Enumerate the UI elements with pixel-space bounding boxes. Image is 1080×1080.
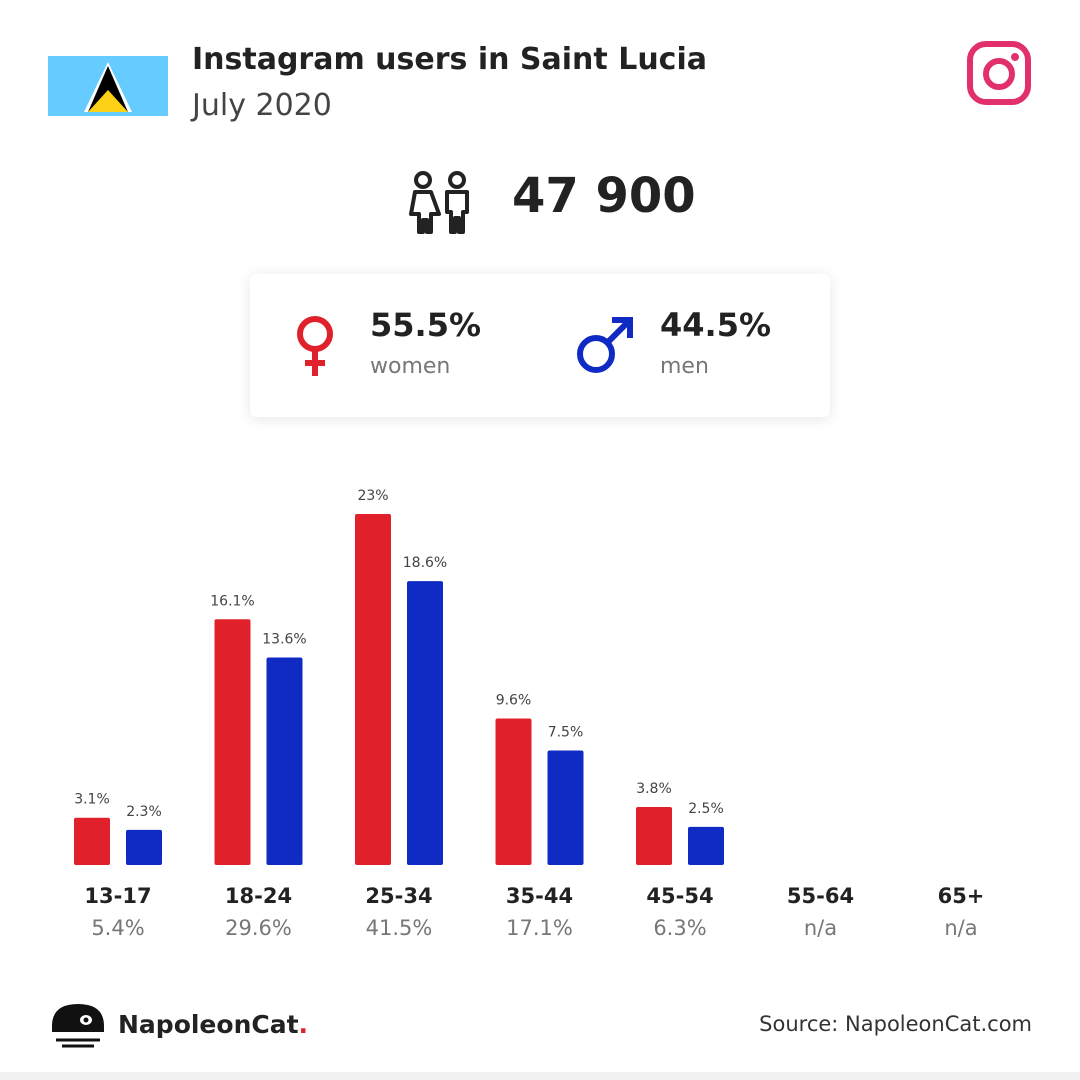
page-subtitle: July 2020 — [192, 88, 332, 123]
bar-women-45-54 — [636, 807, 672, 865]
bar-men-13-17 — [126, 829, 162, 865]
category-total-35-44: 17.1% — [506, 916, 573, 940]
category-label-13-17: 13-17 — [84, 884, 152, 908]
bar-label-women-25-34: 23% — [357, 488, 388, 504]
bar-label-women-45-54: 3.8% — [636, 781, 672, 797]
women-label: women — [370, 354, 451, 379]
male-symbol-icon — [577, 317, 633, 373]
bar-label-men-13-17: 2.3% — [126, 804, 162, 820]
category-total-13-17: 5.4% — [91, 916, 145, 940]
page-title: Instagram users in Saint Lucia — [192, 42, 707, 77]
men-label: men — [660, 354, 709, 379]
brand-text: NapoleonCat — [118, 1010, 299, 1039]
bar-label-men-35-44: 7.5% — [548, 725, 584, 741]
women-percent: 55.5% — [370, 306, 482, 344]
gender-card: 55.5% women 44.5% men — [250, 274, 830, 417]
category-label-25-34: 25-34 — [365, 884, 433, 908]
age-gender-chart: 3.1% 2.3% 16.1% 13.6% 23% 18.6% 9.6% 7.5% 3.8% 2.… — [0, 470, 1080, 960]
category-label-35-44: 35-44 — [505, 884, 574, 908]
bar-label-men-18-24: 13.6% — [262, 631, 306, 647]
source-text: Source: NapoleonCat.com — [759, 1012, 1032, 1036]
bar-label-women-35-44: 9.6% — [496, 692, 532, 708]
brand-dot: . — [298, 1010, 309, 1039]
bottom-strip — [0, 1072, 1080, 1080]
total-users: 47 900 — [512, 168, 696, 224]
bar-women-13-17 — [74, 817, 110, 865]
bar-chart-canvas: 3.1% 2.3% 16.1% 13.6% 23% 18.6% 9.6% 7.5% 3.8% 2.… — [74, 488, 724, 865]
napoleoncat-logo-icon — [52, 1004, 104, 1048]
bar-women-25-34 — [355, 514, 391, 865]
category-total-45-54: 6.3% — [653, 916, 707, 940]
bar-label-men-45-54: 2.5% — [688, 801, 724, 817]
category-label-55-64: 55-64 — [786, 884, 855, 908]
men-percent: 44.5% — [660, 306, 772, 344]
category-label-18-24: 18-24 — [224, 884, 293, 908]
saint-lucia-flag-icon — [48, 56, 168, 116]
bar-men-18-24 — [266, 657, 303, 865]
bar-women-18-24 — [214, 619, 251, 865]
category-total-25-34: 41.5% — [365, 916, 433, 940]
people-icon — [409, 171, 469, 234]
category-label-65+: 65+ — [937, 884, 985, 908]
instagram-icon — [967, 41, 1031, 105]
bar-label-women-18-24: 16.1% — [210, 593, 254, 609]
bar-men-25-34 — [407, 581, 443, 865]
female-symbol-icon — [297, 316, 333, 376]
bar-women-35-44 — [495, 718, 532, 865]
bar-label-women-13-17: 3.1% — [74, 792, 110, 808]
bar-men-35-44 — [547, 750, 584, 865]
brand-name: NapoleonCat. — [118, 1010, 308, 1039]
category-label-45-54: 45-54 — [646, 884, 714, 908]
category-total-18-24: 29.6% — [225, 916, 292, 940]
category-total-65+: n/a — [944, 916, 978, 940]
category-total-55-64: n/a — [803, 916, 838, 940]
bar-men-45-54 — [688, 826, 724, 865]
bar-label-men-25-34: 18.6% — [403, 555, 447, 571]
